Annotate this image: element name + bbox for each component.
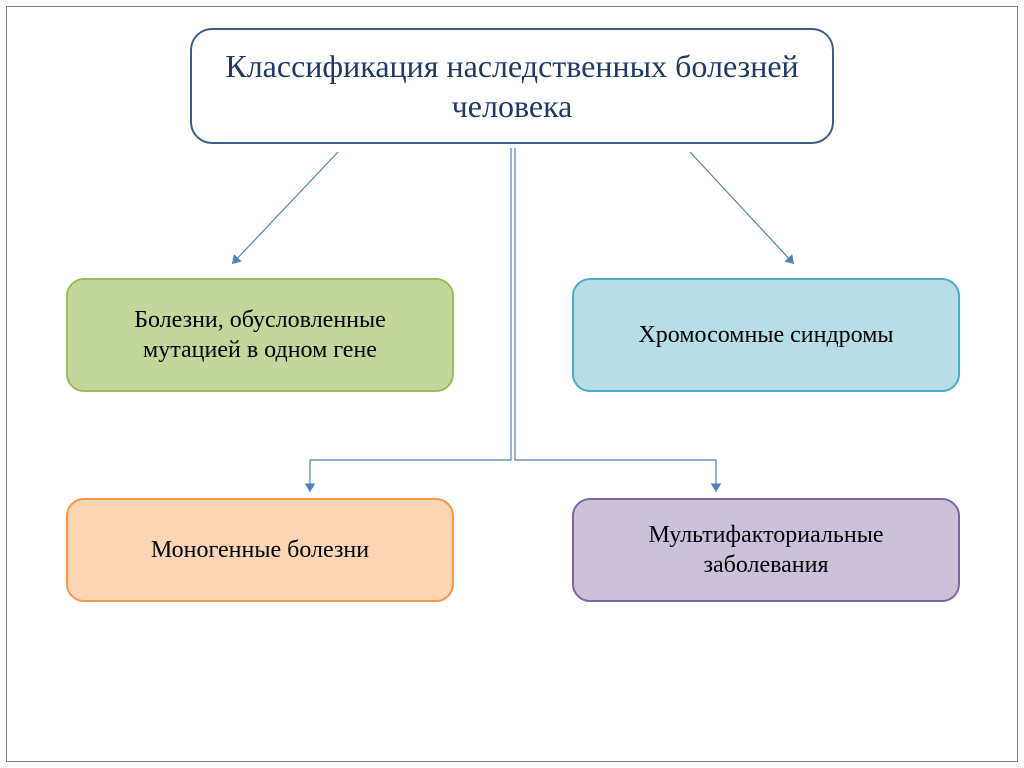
diagram-canvas: Классификация наследственных болезней че… [0,0,1024,768]
node-multifactorial: Мультифакториальные заболевания [572,498,960,602]
node-chromosomal-text: Хромосомные синдромы [638,320,893,350]
node-monogenic-text: Моногенные болезни [151,535,369,565]
node-gene-mutation-text: Болезни, обусловленные мутацией в одном … [86,305,434,365]
node-chromosomal: Хромосомные синдромы [572,278,960,392]
node-monogenic: Моногенные болезни [66,498,454,602]
title-text: Классификация наследственных болезней че… [210,46,814,126]
title-node: Классификация наследственных болезней че… [190,28,834,144]
node-multifactorial-text: Мультифакториальные заболевания [592,520,940,580]
node-gene-mutation: Болезни, обусловленные мутацией в одном … [66,278,454,392]
